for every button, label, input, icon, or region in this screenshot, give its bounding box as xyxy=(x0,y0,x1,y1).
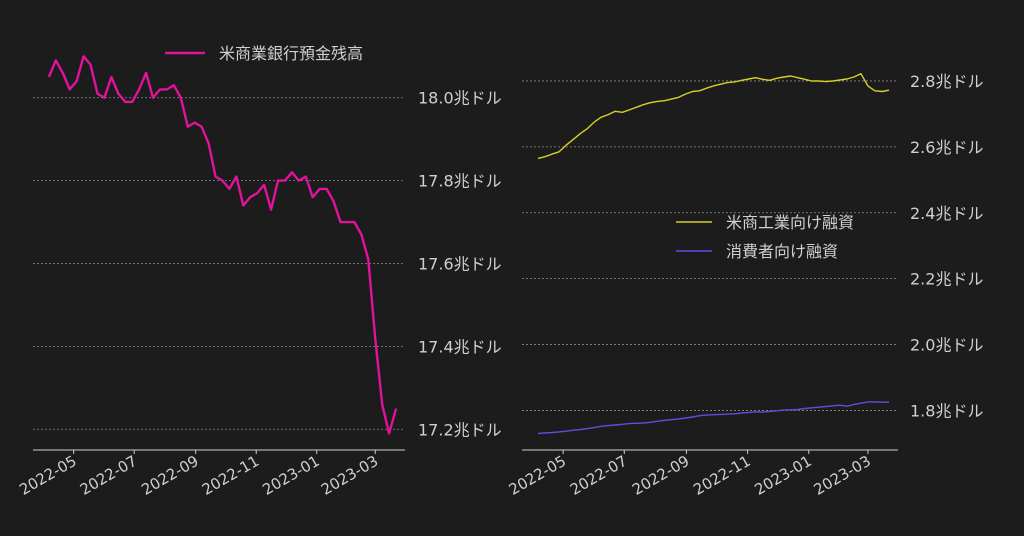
x-tick-label: 2023-01 xyxy=(751,452,814,499)
y-tick-label: 2.4兆ドル xyxy=(910,204,983,223)
legend-label: 消費者向け融資 xyxy=(726,242,838,261)
x-tick-label: 2023-03 xyxy=(811,452,874,499)
x-tick-label: 2022-05 xyxy=(16,452,79,499)
series-line xyxy=(537,401,889,435)
y-tick-label: 18.0兆ドル xyxy=(418,89,502,108)
x-tick-label: 2023-03 xyxy=(318,452,381,499)
x-tick-label: 2022-11 xyxy=(690,452,753,499)
y-tick-label: 1.8兆ドル xyxy=(910,401,983,420)
y-tick-label: 2.2兆ドル xyxy=(910,270,983,289)
loans-chart-panel: 2.8兆ドル 2.6兆ドル 2.4兆ドル 2.2兆ドル 2.0兆ドル 1.8兆ドル 2022… xyxy=(506,72,984,499)
series-line xyxy=(537,72,890,160)
y-tick-label: 17.8兆ドル xyxy=(418,172,502,191)
series-line xyxy=(47,55,398,435)
x-tick-label: 2022-09 xyxy=(138,452,201,499)
x-tick-label: 2022-07 xyxy=(77,452,140,499)
y-tick-label: 17.2兆ドル xyxy=(418,420,502,439)
x-tick-label: 2022-05 xyxy=(506,452,569,499)
x-tick-label: 2023-01 xyxy=(259,452,322,499)
y-tick-label: 17.4兆ドル xyxy=(418,337,502,356)
y-tick-label: 2.0兆ドル xyxy=(910,336,983,355)
x-tick-label: 2022-07 xyxy=(567,452,630,499)
x-tick-label: 2022-09 xyxy=(629,452,692,499)
y-tick-label: 2.8兆ドル xyxy=(910,72,983,91)
legend-label: 米商業銀行預金残高 xyxy=(219,44,363,63)
legend-label: 米商工業向け融資 xyxy=(726,213,854,232)
y-tick-label: 2.6兆ドル xyxy=(910,138,983,157)
deposits-chart-panel: 18.0兆ドル 17.8兆ドル 17.6兆ドル 17.4兆ドル 17.2兆ドル 2022-… xyxy=(16,44,501,499)
x-tick-label: 2022-11 xyxy=(199,452,262,499)
y-tick-label: 17.6兆ドル xyxy=(418,255,502,274)
